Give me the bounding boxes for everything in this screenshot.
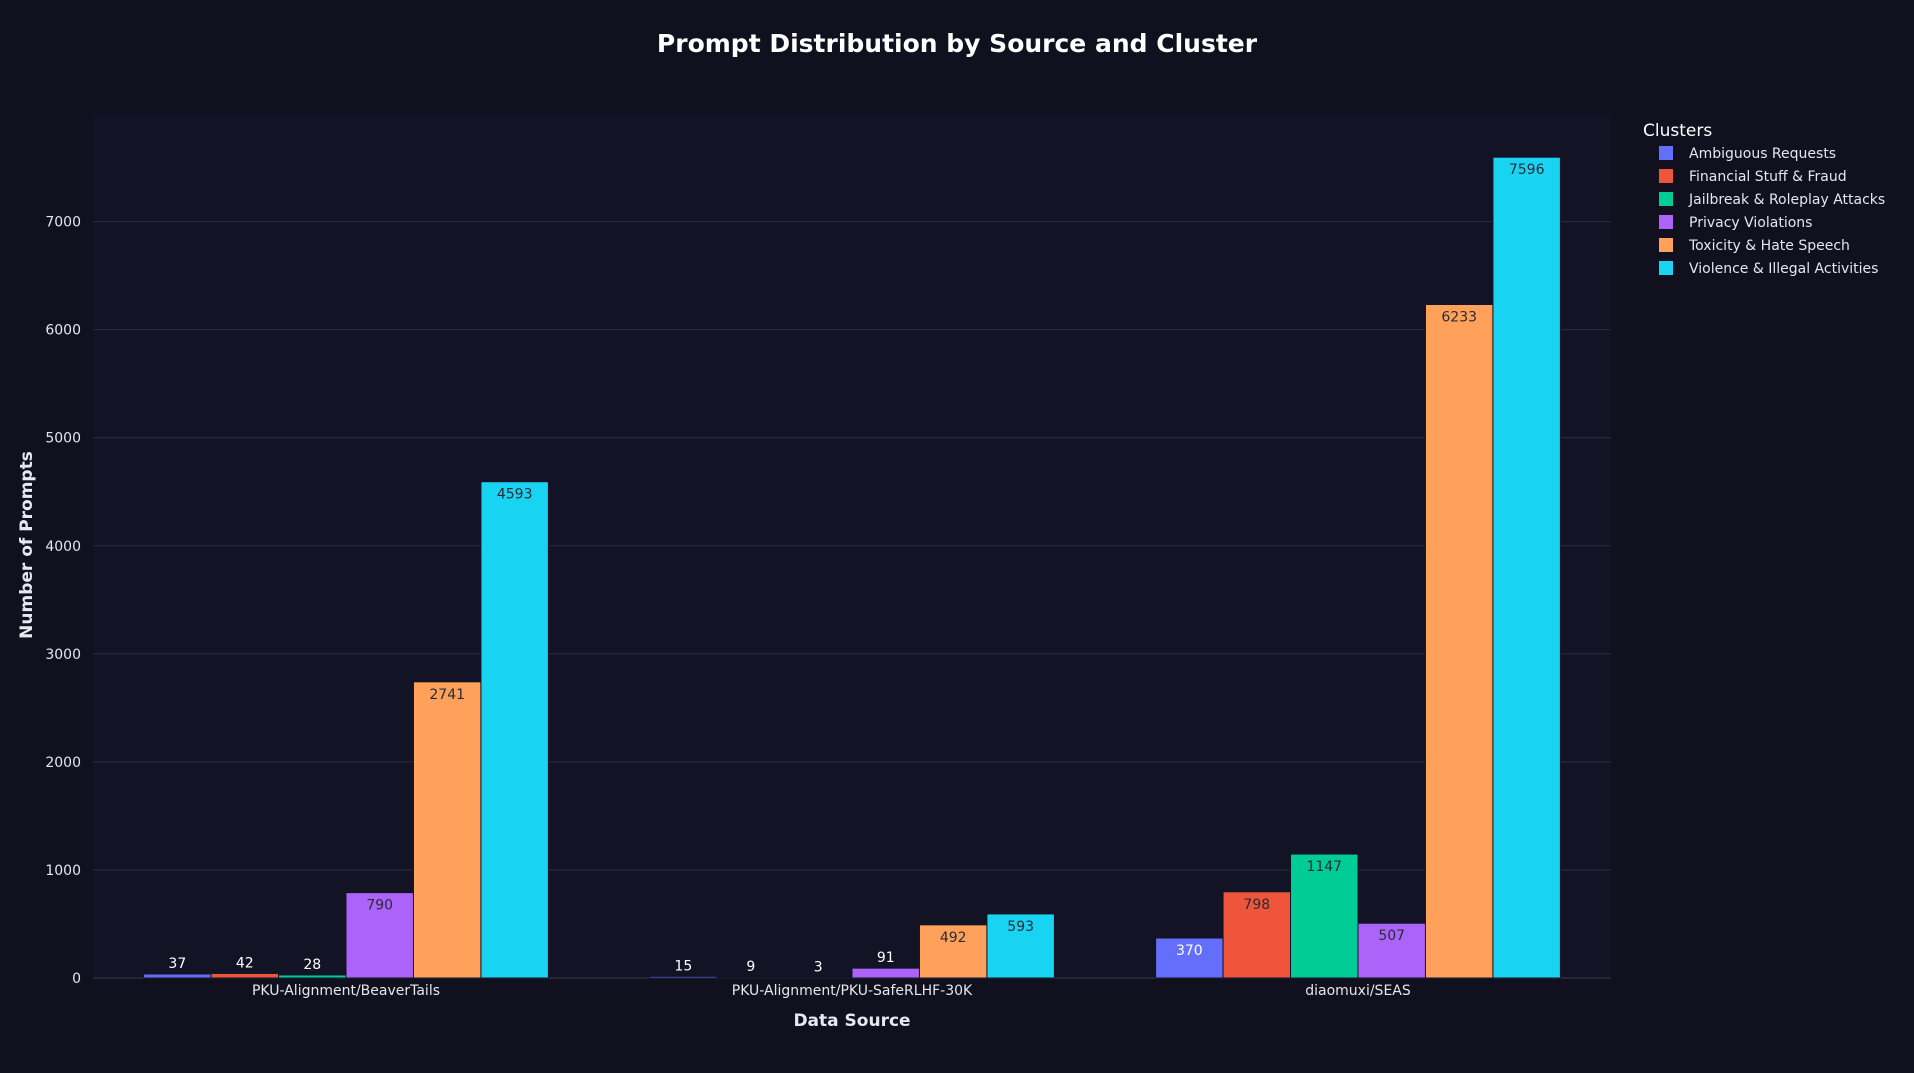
- chart-title: Prompt Distribution by Source and Cluste…: [657, 29, 1258, 58]
- x-axis-title: Data Source: [793, 1011, 910, 1031]
- y-axis-ticks: 0 1000 2000 3000 4000 5000 6000 7000: [45, 215, 81, 987]
- legend: Clusters Ambiguous Requests Financial Stu…: [1643, 121, 1885, 277]
- bars: [143, 156, 1561, 979]
- legend-swatch: [1659, 261, 1673, 275]
- bar-privacy-violations-diaomuxi-seas: [1357, 922, 1426, 979]
- legend-item-ambiguous-requests[interactable]: Ambiguous Requests: [1659, 146, 1836, 162]
- bar-toxicity-hate-speech-pku-alignment-beavertails: [412, 681, 482, 979]
- legend-label: Violence & Illegal Activities: [1689, 261, 1878, 277]
- data-label: 798: [1243, 897, 1270, 913]
- data-label: 37: [168, 956, 186, 972]
- data-label: 492: [940, 930, 967, 946]
- data-label: 507: [1378, 928, 1405, 944]
- bar-toxicity-hate-speech-diaomuxi-seas: [1424, 303, 1494, 979]
- bar-ambiguous-requests-pku-alignment-pku-saferlhf-30k: [649, 975, 718, 979]
- data-label: 9: [746, 959, 755, 975]
- legend-item-jailbreak-roleplay-attacks[interactable]: Jailbreak & Roleplay Attacks: [1659, 192, 1885, 208]
- legend-label: Ambiguous Requests: [1689, 146, 1836, 162]
- data-label: 1147: [1306, 859, 1342, 875]
- legend-label: Financial Stuff & Fraud: [1689, 169, 1847, 185]
- legend-title: Clusters: [1643, 121, 1712, 141]
- data-label: 2741: [429, 687, 465, 703]
- bar-jailbreak-roleplay-attacks-pku-alignment-beavertails: [278, 974, 347, 979]
- bar-violence-illegal-activities-diaomuxi-seas: [1492, 156, 1561, 979]
- data-label: 4593: [497, 487, 533, 503]
- data-label: 790: [366, 898, 393, 914]
- legend-swatch: [1659, 238, 1673, 252]
- legend-label: Toxicity & Hate Speech: [1688, 238, 1850, 254]
- data-label: 28: [303, 957, 321, 973]
- legend-item-toxicity-hate-speech[interactable]: Toxicity & Hate Speech: [1659, 238, 1850, 254]
- bar-jailbreak-roleplay-attacks-diaomuxi-seas: [1290, 853, 1359, 979]
- legend-item-violence-illegal-activities[interactable]: Violence & Illegal Activities: [1659, 261, 1878, 277]
- legend-swatch: [1659, 192, 1673, 206]
- legend-swatch: [1659, 169, 1673, 183]
- data-label: 7596: [1509, 162, 1545, 178]
- data-label: 6233: [1441, 309, 1477, 325]
- x-tick-label: diaomuxi/SEAS: [1305, 983, 1411, 999]
- bar-financial-stuff-fraud-diaomuxi-seas: [1222, 891, 1292, 979]
- bar-violence-illegal-activities-pku-alignment-beavertails: [480, 481, 549, 979]
- bar-violence-illegal-activities-pku-alignment-pku-saferlhf-30k: [986, 913, 1055, 979]
- legend-swatch: [1659, 146, 1673, 160]
- data-label: 593: [1007, 919, 1034, 935]
- x-axis-ticks: PKU-Alignment/BeaverTails PKU-Alignment/P…: [252, 983, 1411, 999]
- y-tick-label: 3000: [45, 647, 81, 663]
- y-tick-label: 2000: [45, 755, 81, 771]
- y-tick-label: 1000: [45, 863, 81, 879]
- legend-swatch: [1659, 215, 1673, 229]
- y-tick-label: 5000: [45, 431, 81, 447]
- y-tick-label: 6000: [45, 323, 81, 339]
- bar-financial-stuff-fraud-pku-alignment-pku-saferlhf-30k: [716, 976, 786, 979]
- data-label: 370: [1176, 943, 1203, 959]
- data-label: 91: [877, 950, 895, 966]
- legend-items: Ambiguous Requests Financial Stuff & Frau…: [1659, 146, 1885, 277]
- data-label: 3: [814, 960, 823, 976]
- bar-privacy-violations-pku-alignment-beavertails: [345, 892, 414, 979]
- legend-label: Jailbreak & Roleplay Attacks: [1688, 192, 1885, 208]
- bar-ambiguous-requests-diaomuxi-seas: [1155, 937, 1224, 979]
- x-tick-label: PKU-Alignment/BeaverTails: [252, 983, 440, 999]
- y-tick-label: 4000: [45, 539, 81, 555]
- bar-privacy-violations-pku-alignment-pku-saferlhf-30k: [851, 967, 920, 979]
- x-tick-label: PKU-Alignment/PKU-SafeRLHF-30K: [732, 983, 973, 999]
- legend-item-financial-stuff-fraud[interactable]: Financial Stuff & Fraud: [1659, 169, 1847, 185]
- bar-financial-stuff-fraud-pku-alignment-beavertails: [210, 972, 280, 979]
- bar-ambiguous-requests-pku-alignment-beavertails: [143, 973, 212, 979]
- y-axis-title: Number of Prompts: [17, 451, 37, 639]
- legend-label: Privacy Violations: [1689, 215, 1812, 231]
- data-label: 15: [674, 958, 692, 974]
- bar-toxicity-hate-speech-pku-alignment-pku-saferlhf-30k: [918, 924, 988, 979]
- legend-item-privacy-violations[interactable]: Privacy Violations: [1659, 215, 1812, 231]
- y-tick-label: 0: [72, 971, 81, 987]
- data-label: 42: [236, 955, 254, 971]
- y-tick-label: 7000: [45, 215, 81, 231]
